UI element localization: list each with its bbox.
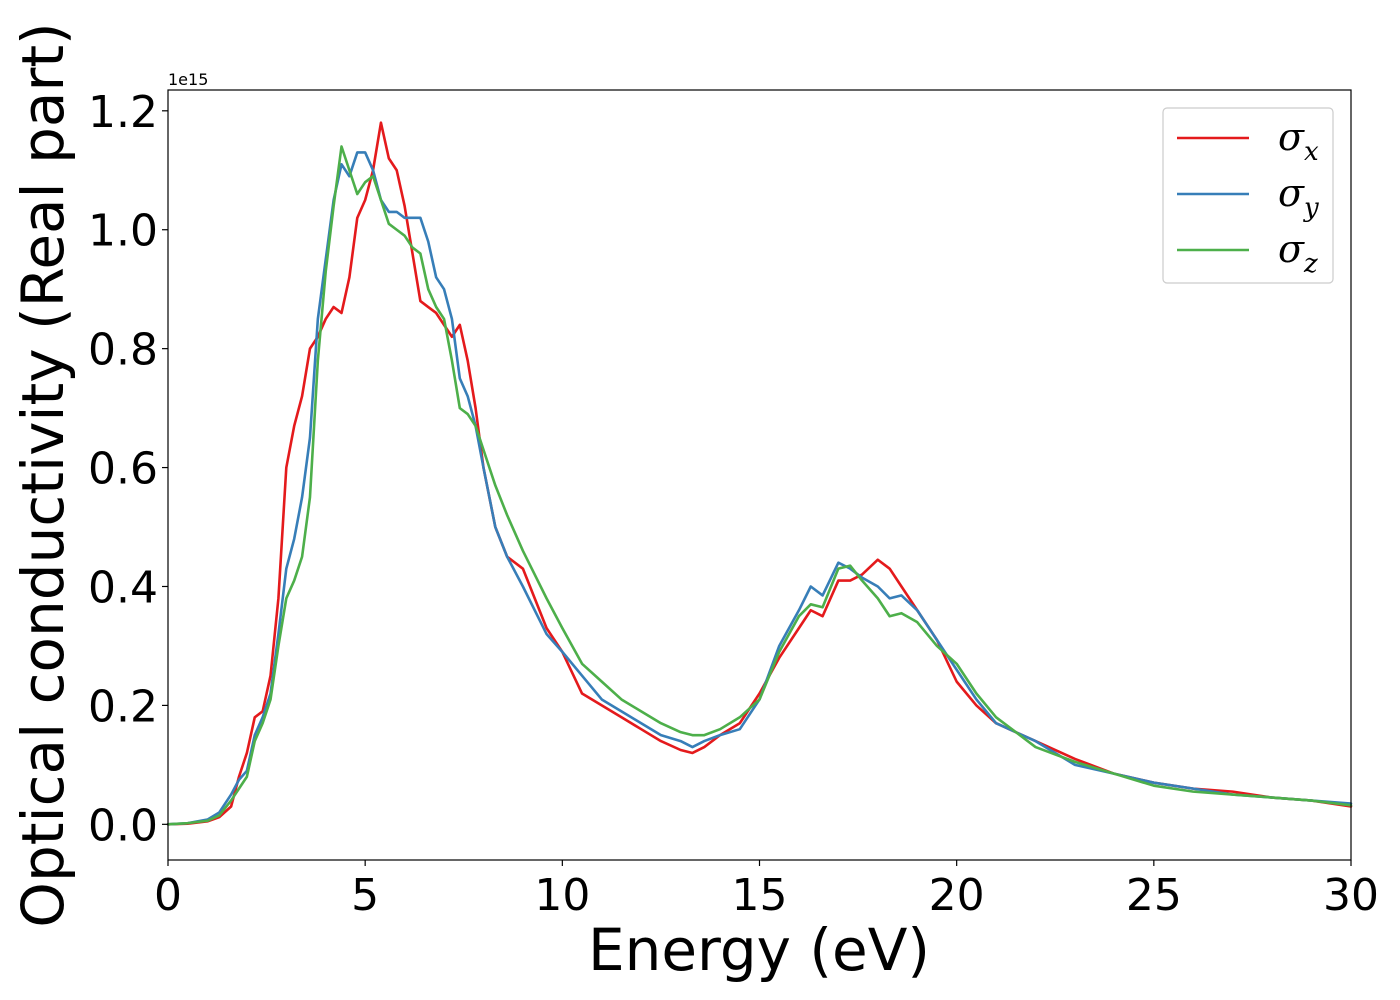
legend-subscript: y [1303, 193, 1319, 223]
x-tick-label: 25 [1126, 870, 1182, 921]
x-tick-label: 10 [534, 870, 590, 921]
y-axis-offset-text: 1e15 [168, 70, 208, 89]
series-layer [166, 121, 1353, 826]
legend-label-z: σz [1278, 227, 1318, 279]
legend-symbol: σ [1278, 115, 1305, 159]
legend-subscript: z [1303, 249, 1318, 279]
x-axis-ticks: 0 5 10 15 20 25 30 [154, 860, 1379, 921]
legend-label-y: σy [1278, 171, 1319, 223]
legend-symbol: σ [1278, 227, 1305, 271]
series-line-z [166, 145, 1353, 826]
y-tick-label: 0.6 [88, 444, 158, 495]
legend-symbol: σ [1278, 171, 1305, 215]
x-tick-label: 15 [732, 870, 788, 921]
y-axis-label: Optical conductivity (Real part) [9, 22, 77, 927]
y-axis-ticks: 0.0 0.2 0.4 0.6 0.8 1.0 1.2 [88, 87, 168, 851]
x-axis-label: Energy (eV) [588, 916, 930, 984]
y-tick-label: 0.8 [88, 325, 158, 376]
y-tick-label: 0.4 [88, 562, 158, 613]
legend-box [1162, 107, 1334, 284]
y-tick-label: 1.0 [88, 206, 158, 257]
legend-label-x: σx [1278, 115, 1319, 167]
x-tick-label: 5 [351, 870, 379, 921]
y-tick-label: 0.0 [88, 800, 158, 851]
x-tick-label: 0 [154, 870, 182, 921]
series-line-y [166, 151, 1353, 826]
legend-subscript: x [1304, 137, 1319, 167]
x-tick-label: 20 [929, 870, 985, 921]
y-tick-label: 0.2 [88, 681, 158, 732]
y-tick-label: 1.2 [88, 87, 158, 138]
x-tick-label: 30 [1323, 870, 1379, 921]
